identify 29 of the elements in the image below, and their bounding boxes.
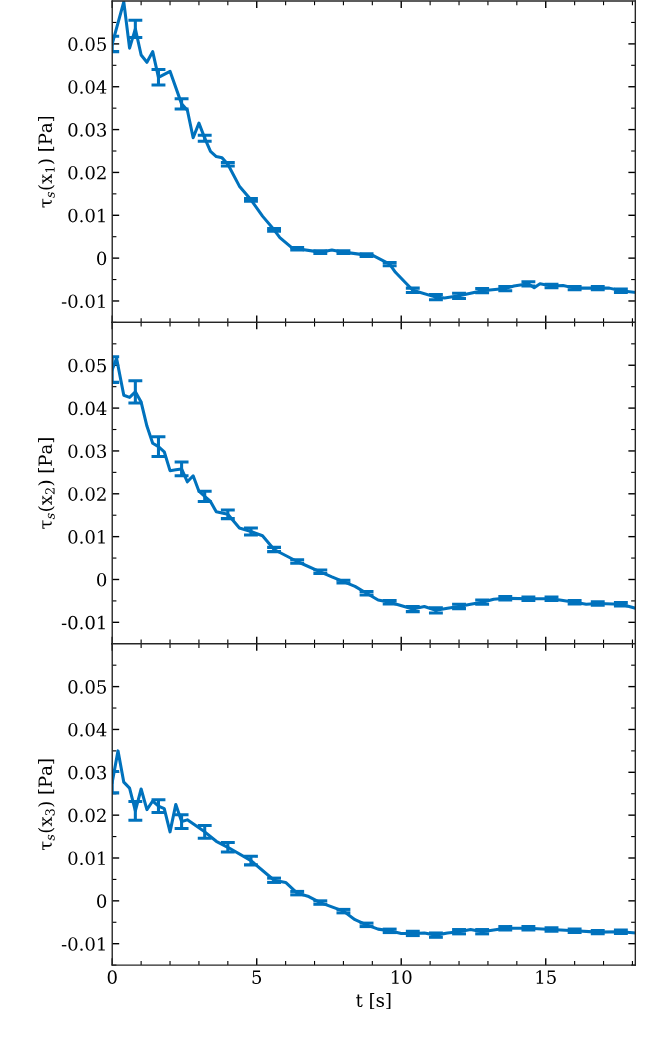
y-tick-label: 0.02 [68, 808, 106, 823]
y-axis-title: τ$_{s}$(x$_{1}$) [Pa] [38, 116, 55, 208]
y-tick-label: 0.05 [68, 680, 106, 694]
x-tick-label: 5 [252, 970, 262, 984]
y-tick-label: 0.01 [68, 208, 105, 223]
y-tick-label: -0.01 [61, 937, 105, 951]
x-axis-title: t [s] [356, 993, 391, 1010]
y-tick-label: 0.03 [68, 765, 107, 780]
y-tick-label: -0.01 [61, 615, 105, 630]
y-axis-title: τ$_{s}$(x$_{2}$) [Pa] [38, 438, 55, 529]
y-tick-label: 0.05 [68, 37, 106, 51]
y-tick-label: 0.03 [68, 444, 107, 459]
y-tick-label: 0.04 [68, 80, 107, 94]
y-tick-label: 0.05 [68, 358, 106, 373]
x-tick-label: 0 [107, 970, 117, 984]
y-tick-label: 0.02 [68, 165, 106, 180]
y-tick-label: 0.01 [68, 851, 105, 866]
y-tick-label: 0 [97, 251, 107, 266]
y-tick-label: -0.01 [61, 294, 105, 309]
y-tick-label: 0.01 [68, 530, 105, 544]
y-axis-title: τ$_{s}$(x$_{3}$) [Pa] [38, 759, 55, 851]
x-tick-label: 15 [536, 970, 556, 984]
y-tick-label: 0 [97, 894, 107, 908]
y-tick-label: 0.04 [68, 401, 107, 416]
y-tick-label: 0.03 [68, 123, 107, 137]
y-tick-label: 0.02 [68, 487, 106, 501]
y-tick-label: 0 [97, 572, 107, 587]
y-tick-label: 0.04 [68, 722, 107, 737]
x-tick-label: 10 [391, 970, 412, 984]
